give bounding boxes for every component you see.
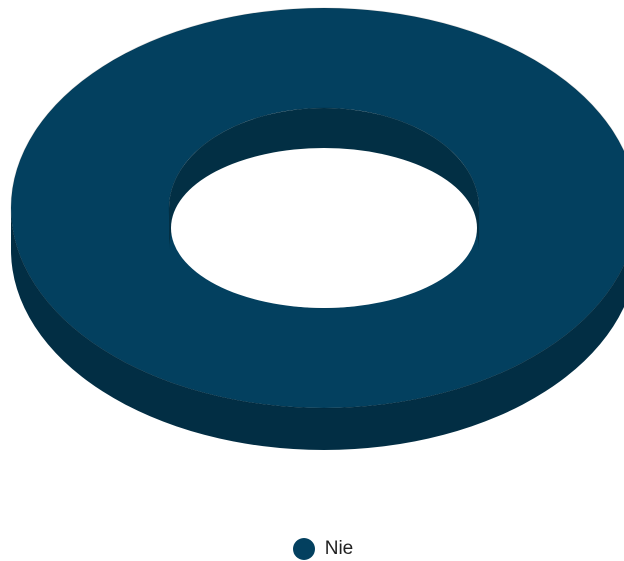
chart-legend: Nie bbox=[0, 536, 624, 561]
legend-item-nie[interactable]: Nie bbox=[271, 537, 354, 560]
legend-marker-icon bbox=[292, 537, 315, 560]
donut-outer-side bbox=[11, 208, 624, 450]
donut-group bbox=[10, 7, 624, 450]
legend-label: Nie bbox=[324, 537, 354, 559]
donut-hole bbox=[171, 148, 477, 308]
donut-inner-wall bbox=[169, 108, 479, 250]
